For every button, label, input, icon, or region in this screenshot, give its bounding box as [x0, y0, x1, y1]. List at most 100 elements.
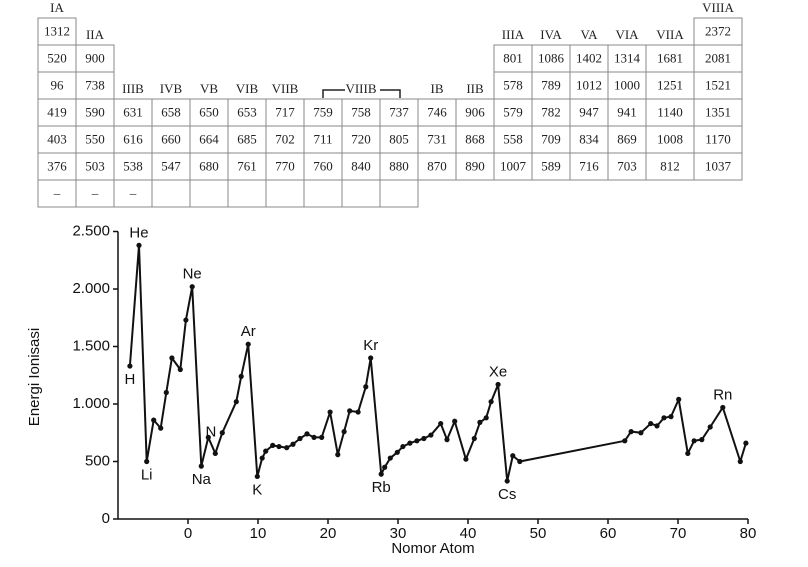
x-tick-label: 50	[530, 525, 547, 542]
cell-value: 589	[541, 158, 561, 173]
y-tick-label: 1.500	[72, 337, 110, 354]
point-label: H	[124, 371, 135, 388]
point-label: Kr	[363, 337, 378, 354]
data-point	[276, 443, 282, 450]
cell-value: –	[53, 185, 61, 200]
data-point	[319, 434, 325, 440]
cell-value: 782	[541, 104, 561, 119]
point-label: K	[252, 481, 262, 498]
cell-value: 96	[51, 77, 65, 92]
cell-value: 805	[389, 131, 409, 146]
data-point	[428, 432, 434, 438]
cell-value: 760	[313, 158, 333, 173]
data-point	[452, 418, 458, 424]
group-header: VIA	[615, 27, 639, 42]
x-tick-label: 20	[320, 525, 337, 542]
group-header: VIIIB	[345, 81, 376, 96]
cell-value: 376	[47, 158, 67, 173]
data-point	[382, 464, 388, 470]
data-point	[163, 389, 169, 396]
group-header: IVA	[540, 27, 562, 42]
data-point	[341, 429, 347, 435]
x-tick-label: 10	[250, 525, 267, 542]
cell-value: 685	[237, 131, 257, 146]
group-header: VA	[580, 27, 598, 42]
data-point	[238, 373, 244, 379]
data-point	[183, 317, 189, 323]
data-point	[368, 355, 374, 361]
table-cell	[189, 179, 229, 208]
data-point	[668, 414, 674, 420]
cell-value: 1402	[576, 50, 602, 65]
x-tick-label: 60	[600, 525, 617, 542]
data-point	[297, 435, 303, 442]
cell-value: 538	[123, 158, 143, 173]
data-point	[654, 423, 660, 429]
cell-value: 738	[85, 77, 105, 92]
y-tick-label: 1.000	[72, 395, 110, 412]
data-point	[270, 442, 276, 448]
y-tick-label: 2.500	[72, 222, 110, 239]
data-point	[444, 437, 450, 443]
point-label: Li	[141, 466, 153, 483]
cell-value: 680	[199, 158, 219, 173]
data-point	[504, 478, 510, 484]
cell-value: 880	[389, 158, 409, 173]
data-point	[144, 458, 150, 465]
cell-value: 547	[161, 158, 181, 173]
data-point	[219, 430, 225, 436]
data-point	[212, 450, 218, 457]
cell-value: 761	[237, 158, 257, 173]
data-point	[198, 463, 204, 469]
table-cell	[341, 179, 381, 208]
group-header: VIIIA	[702, 0, 734, 15]
y-axis-label: Energi Ionisasi	[26, 328, 43, 426]
x-tick-label: 80	[740, 525, 757, 542]
cell-value: 578	[503, 77, 523, 92]
cell-value: 1681	[657, 50, 683, 65]
table-cell	[303, 179, 343, 208]
x-tick-label: 30	[390, 525, 407, 542]
data-point	[471, 435, 477, 442]
x-axis-label: Nomor Atom	[391, 540, 474, 557]
data-point	[136, 242, 142, 248]
data-line	[128, 244, 747, 483]
data-point	[438, 420, 444, 427]
cell-value: 709	[541, 131, 561, 146]
data-point	[284, 445, 290, 451]
cell-value: 1351	[705, 104, 731, 119]
data-point	[158, 425, 164, 431]
group-header: IIIA	[502, 27, 525, 42]
group-header: IA	[50, 0, 64, 15]
cell-value: 590	[85, 104, 105, 119]
cell-value: 558	[503, 131, 523, 146]
data-point	[233, 399, 239, 405]
cell-value: 801	[503, 50, 523, 65]
cell-value: 711	[313, 131, 332, 146]
cell-value: 1251	[657, 77, 683, 92]
group-header: VIIA	[656, 27, 684, 42]
x-tick-label: 70	[670, 525, 687, 542]
cell-value: 941	[617, 104, 637, 119]
y-tick-label: 2.000	[72, 280, 110, 297]
cell-value: 616	[123, 131, 143, 146]
data-point	[394, 449, 400, 455]
data-point	[127, 363, 133, 369]
data-point	[327, 409, 333, 415]
y-tick-label: 0	[102, 510, 110, 527]
cell-value: 834	[579, 131, 599, 146]
point-label: Na	[192, 471, 212, 488]
data-point	[517, 458, 523, 465]
table-cell	[265, 179, 305, 208]
cell-value: 1521	[705, 77, 731, 92]
point-label: Ar	[241, 323, 256, 340]
y-tick-label: 500	[85, 452, 110, 469]
data-point	[400, 443, 406, 450]
data-point	[685, 450, 691, 457]
data-point	[347, 408, 353, 414]
cell-value: 579	[503, 104, 523, 119]
cell-value: 653	[237, 104, 257, 119]
data-point	[387, 455, 393, 461]
cell-value: 717	[275, 104, 295, 119]
